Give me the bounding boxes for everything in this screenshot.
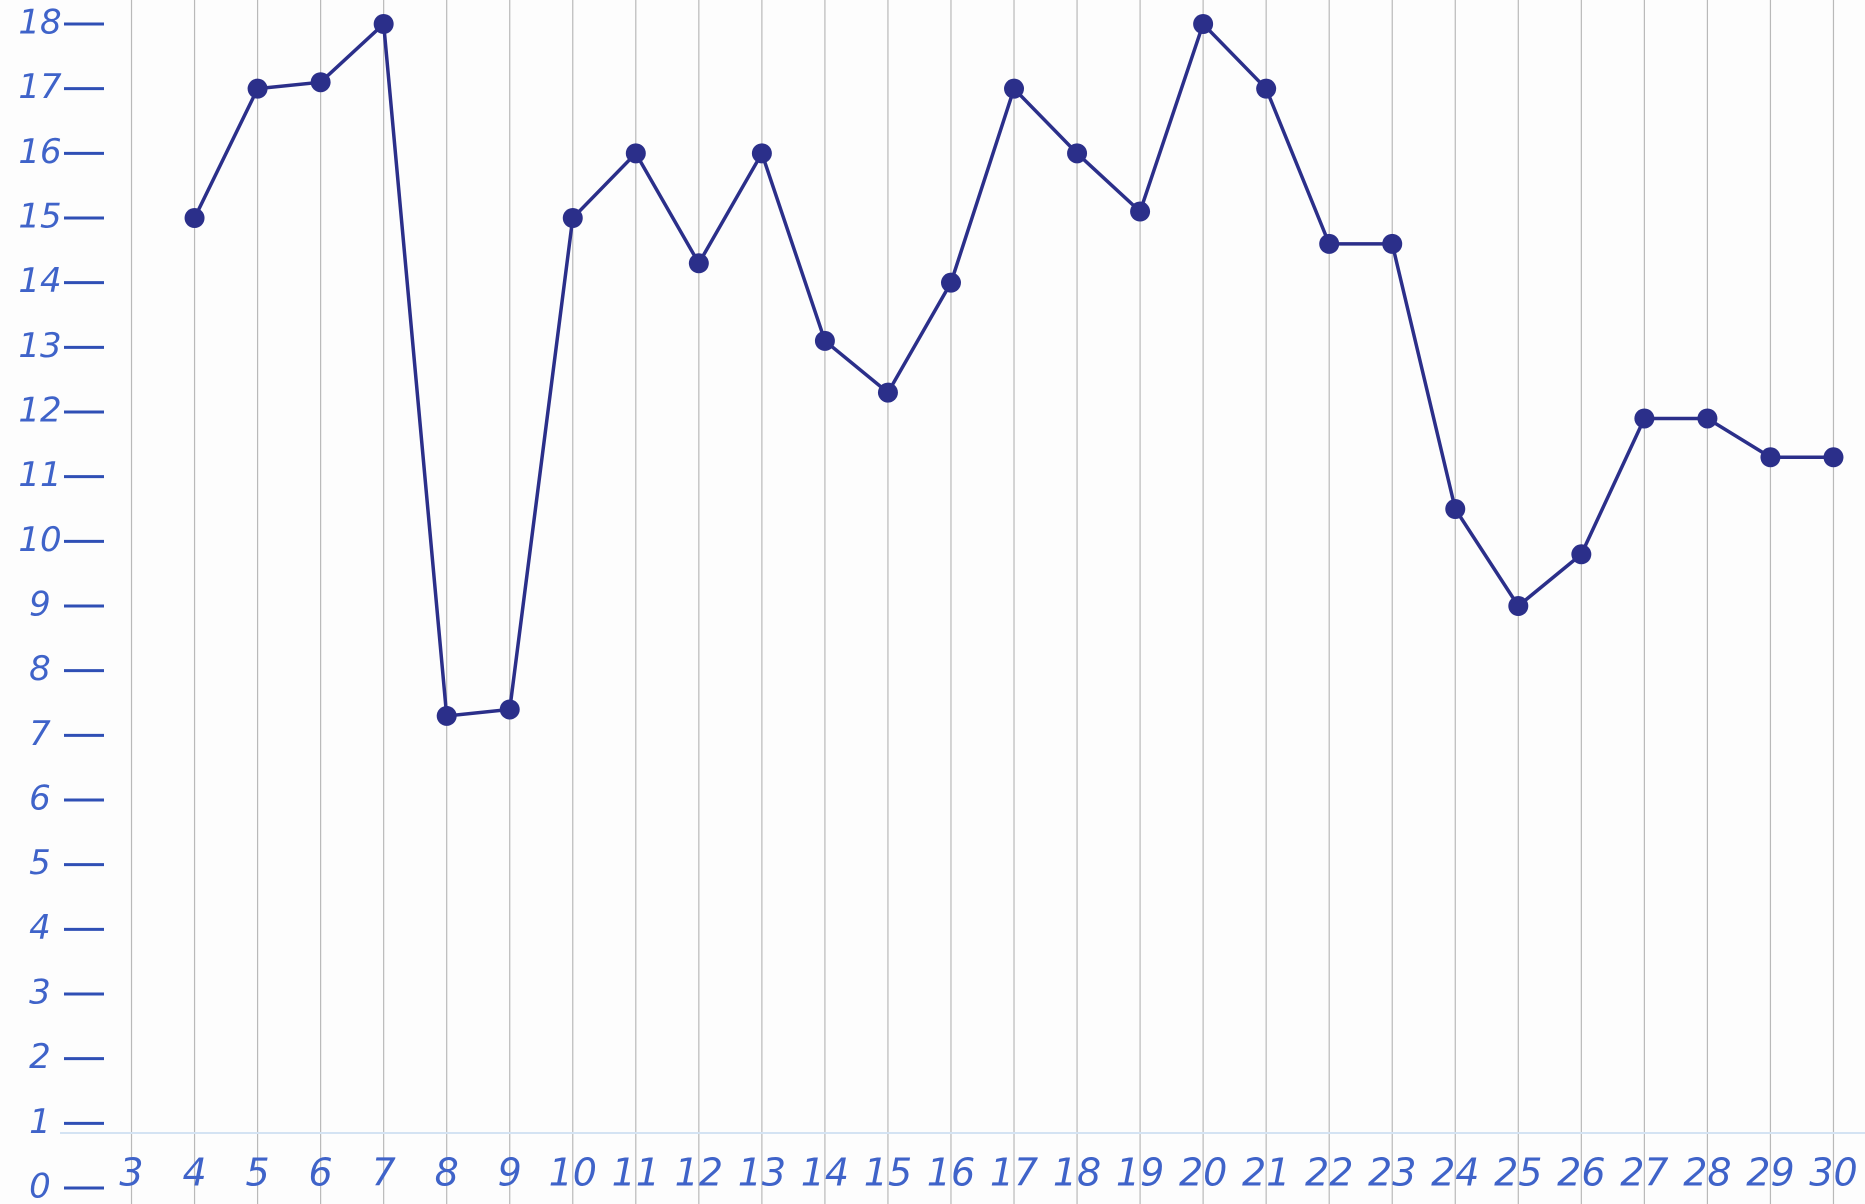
x-tick-label: 15: [864, 1151, 912, 1195]
x-tick-label: 5: [245, 1151, 269, 1195]
data-point: [1571, 544, 1592, 565]
x-tick-label: 21: [1242, 1151, 1290, 1195]
y-tick-label: 17: [18, 67, 62, 107]
x-tick-label: 7: [372, 1151, 396, 1195]
y-tick-label: 18: [18, 3, 61, 43]
data-point: [877, 382, 898, 403]
x-tick-label: 17: [990, 1151, 1038, 1195]
x-tick-label: 12: [675, 1151, 723, 1195]
data-point: [688, 253, 709, 274]
data-point: [751, 143, 772, 164]
data-point: [625, 143, 646, 164]
data-point: [247, 78, 268, 99]
data-point: [436, 705, 457, 726]
x-tick-label: 8: [435, 1151, 459, 1195]
y-tick-label: 11: [18, 455, 61, 495]
y-tick-label: 3: [29, 973, 51, 1013]
data-point: [184, 208, 205, 228]
y-tick-label: 15: [18, 197, 61, 237]
data-point: [1445, 499, 1466, 519]
y-tick-label: 9: [29, 585, 51, 625]
x-tick-label: 27: [1620, 1151, 1668, 1195]
x-tick-label: 23: [1368, 1151, 1416, 1195]
y-tick-label: 8: [29, 649, 51, 689]
data-point: [1508, 596, 1529, 616]
data-point: [1193, 14, 1214, 34]
y-tick-label: 2: [29, 1037, 51, 1077]
x-tick-label: 6: [309, 1151, 333, 1195]
y-tick-label: 7: [29, 714, 51, 754]
data-point: [1760, 447, 1781, 468]
y-tick-label: 14: [18, 261, 61, 301]
x-tick-label: 29: [1746, 1151, 1794, 1195]
data-point: [499, 699, 520, 720]
y-tick-label: 13: [18, 326, 61, 366]
x-tick-label: 11: [612, 1151, 660, 1195]
y-tick-label: 12: [18, 391, 61, 431]
data-point: [814, 330, 835, 351]
data-point: [373, 14, 394, 34]
x-tick-label: 30: [1809, 1151, 1857, 1195]
x-tick-label: 26: [1557, 1151, 1605, 1195]
x-tick-label: 18: [1053, 1151, 1101, 1195]
data-point: [1319, 233, 1340, 254]
data-point: [1382, 233, 1403, 254]
x-tick-label: 25: [1494, 1151, 1542, 1195]
x-tick-label: 28: [1683, 1151, 1731, 1195]
data-point: [310, 72, 331, 93]
data-point: [1697, 408, 1718, 429]
data-point: [1256, 78, 1277, 99]
y-tick-label: 6: [29, 779, 51, 819]
y-tick-label: 10: [18, 520, 61, 560]
x-tick-label: 13: [738, 1151, 786, 1195]
x-tick-label: 14: [801, 1151, 849, 1195]
data-point: [1067, 143, 1088, 164]
x-tick-label: 22: [1305, 1151, 1353, 1195]
y-tick-label: 4: [29, 908, 51, 948]
x-tick-label: 16: [927, 1151, 975, 1195]
data-point: [1130, 201, 1151, 222]
x-tick-label: 9: [498, 1151, 522, 1195]
y-tick-label: 1: [29, 1102, 51, 1142]
data-point: [940, 272, 961, 293]
x-tick-label: 20: [1179, 1151, 1227, 1195]
x-tick-label: 3: [119, 1151, 143, 1195]
data-point: [1004, 78, 1025, 99]
x-tick-label: 10: [549, 1151, 597, 1195]
data-point: [562, 208, 583, 228]
x-tick-label: 4: [182, 1151, 206, 1195]
x-tick-label: 19: [1116, 1151, 1164, 1195]
data-point: [1634, 408, 1655, 429]
y-tick-label: 16: [18, 132, 61, 172]
x-tick-label: 24: [1431, 1151, 1479, 1195]
data-point: [1823, 447, 1844, 468]
y-tick-label: 5: [29, 843, 51, 883]
y-tick-label: 0: [29, 1167, 51, 1204]
